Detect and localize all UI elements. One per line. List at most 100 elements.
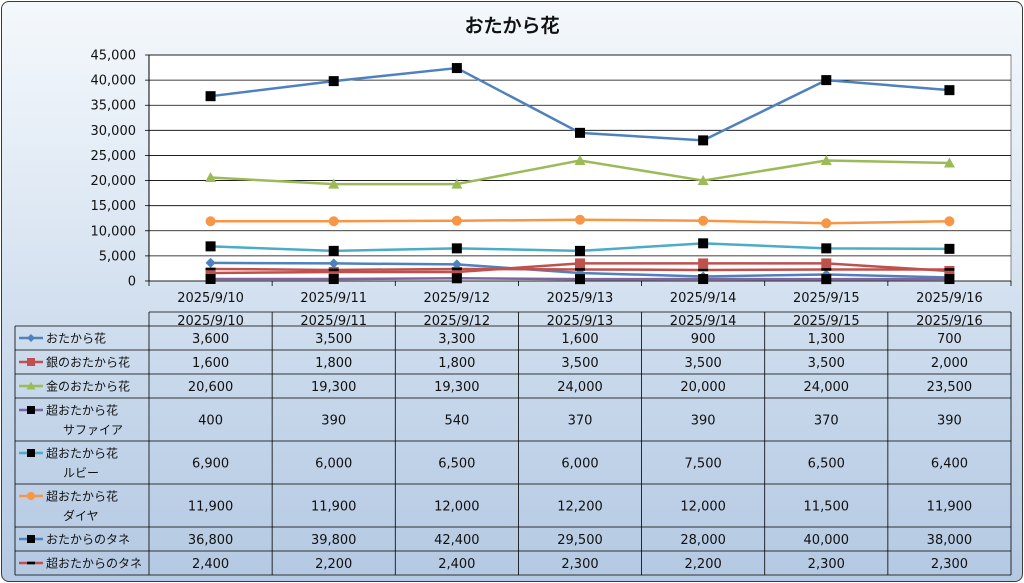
- data-point: [944, 268, 955, 271]
- plot-area: [148, 54, 1012, 282]
- series-2: [205, 258, 955, 278]
- data-point: [27, 334, 35, 342]
- table-value-cell: 6,900: [192, 457, 229, 472]
- data-point: [575, 268, 585, 271]
- data-point: [205, 257, 216, 268]
- series-5: [205, 238, 955, 256]
- y-tick-label: 10,000: [91, 224, 137, 239]
- y-tick-label: 20,000: [91, 174, 137, 189]
- table-value-cell: 24,000: [804, 380, 850, 395]
- data-point: [944, 243, 955, 254]
- table-value-cell: 3,300: [438, 332, 475, 347]
- table-value-cell: 540: [444, 414, 469, 429]
- table-value-cell: 38,000: [927, 533, 973, 548]
- table-header-cell: 2025/9/11: [300, 314, 367, 329]
- y-tick-label: 35,000: [91, 99, 137, 114]
- data-point: [698, 135, 709, 146]
- data-point: [698, 215, 709, 226]
- x-tick-label: 2025/9/15: [793, 291, 860, 306]
- table-value-cell: 2,200: [315, 557, 352, 572]
- data-point: [698, 238, 709, 249]
- data-point: [26, 381, 36, 390]
- table-value-cell: 1,600: [192, 356, 229, 371]
- table-value-cell: 6,500: [438, 457, 475, 472]
- table-header-cell: 2025/9/10: [177, 314, 244, 329]
- data-point: [698, 274, 709, 285]
- series-label: 超おたから花: [46, 446, 118, 461]
- data-table: 2025/9/10 2025/9/11 2025/9/12 2025/9/13 2025…: [14, 311, 1012, 576]
- series-label: 銀のおたから花: [46, 355, 130, 370]
- data-point: [205, 91, 216, 102]
- data-point: [575, 127, 585, 138]
- data-point: [205, 267, 216, 278]
- series-label: 超おたからのタネ: [46, 556, 142, 571]
- series-label: 超おたから花: [46, 489, 118, 504]
- y-tick-label: 5,000: [99, 249, 136, 264]
- table-value-cell: 11,900: [311, 500, 357, 515]
- y-axis: 0 5,000 10,000 15,000 20,000 25,000 30,000 35,0…: [91, 49, 1011, 290]
- table-row: 銀のおたから花 1,600 1,800 1,800 3,500 3,500 3,500 2,0…: [19, 355, 968, 371]
- table-value-cell: 29,500: [557, 533, 603, 548]
- chart-title: おたから花: [464, 14, 559, 37]
- data-point: [821, 258, 832, 269]
- data-point: [451, 63, 462, 74]
- data-point: [943, 157, 955, 168]
- table-value-cell: 2,300: [808, 557, 845, 572]
- data-point: [820, 154, 832, 165]
- data-point: [328, 216, 339, 227]
- data-point: [575, 245, 585, 256]
- series-label: おたからのタネ: [46, 533, 130, 547]
- data-point: [205, 241, 216, 252]
- data-point: [451, 178, 463, 189]
- table-value-cell: 3,500: [808, 356, 845, 371]
- table-value-cell: 1,300: [808, 332, 845, 347]
- y-tick-label: 45,000: [91, 49, 137, 64]
- series-lines: [205, 63, 955, 285]
- table-value-cell: 370: [814, 414, 839, 429]
- data-point: [821, 75, 832, 86]
- data-point: [821, 218, 832, 229]
- table-value-cell: 24,000: [557, 380, 603, 395]
- table-header-cell: 2025/9/15: [793, 314, 860, 329]
- table-value-cell: 7,500: [685, 457, 722, 472]
- x-tick-label: 2025/9/16: [916, 291, 983, 306]
- data-point: [27, 406, 35, 414]
- data-point: [944, 216, 955, 227]
- table-value-cell: 23,500: [927, 380, 973, 395]
- data-point: [205, 172, 217, 183]
- series-label: 金のおたから花: [46, 379, 130, 394]
- y-tick-label: 30,000: [91, 124, 137, 139]
- series-6: [205, 214, 955, 229]
- data-point: [27, 358, 35, 366]
- x-tick-label: 2025/9/11: [300, 291, 367, 306]
- table-value-cell: 19,300: [434, 380, 480, 395]
- table-value-cell: 900: [691, 332, 716, 347]
- data-point: [328, 268, 339, 272]
- table-value-cell: 400: [198, 414, 223, 429]
- data-point: [205, 267, 216, 271]
- table-value-cell: 11,900: [188, 500, 234, 515]
- data-point: [328, 258, 339, 269]
- series-label-line2: ルビー: [63, 466, 99, 480]
- data-point: [328, 274, 339, 285]
- table-value-cell: 28,000: [680, 533, 726, 548]
- data-point: [821, 243, 832, 254]
- table-value-cell: 3,600: [192, 332, 229, 347]
- data-point: [328, 76, 339, 87]
- data-point: [451, 273, 462, 284]
- data-point: [698, 258, 709, 269]
- y-tick-label: 25,000: [91, 149, 137, 164]
- data-point: [575, 258, 585, 269]
- table-value-cell: 1,800: [315, 356, 352, 371]
- data-point: [697, 175, 709, 186]
- table-value-cell: 2,000: [931, 356, 968, 371]
- table-value-cell: 20,600: [188, 380, 234, 395]
- table-value-cell: 3,500: [685, 356, 722, 371]
- table-header-cell: 2025/9/12: [424, 314, 491, 329]
- table-value-cell: 40,000: [804, 533, 850, 548]
- table-value-cell: 390: [691, 414, 716, 429]
- table-value-cell: 390: [937, 414, 962, 429]
- table-row: 超おたからのタネ 2,400 2,200 2,400 2,300 2,200 2,300 2,…: [19, 556, 968, 572]
